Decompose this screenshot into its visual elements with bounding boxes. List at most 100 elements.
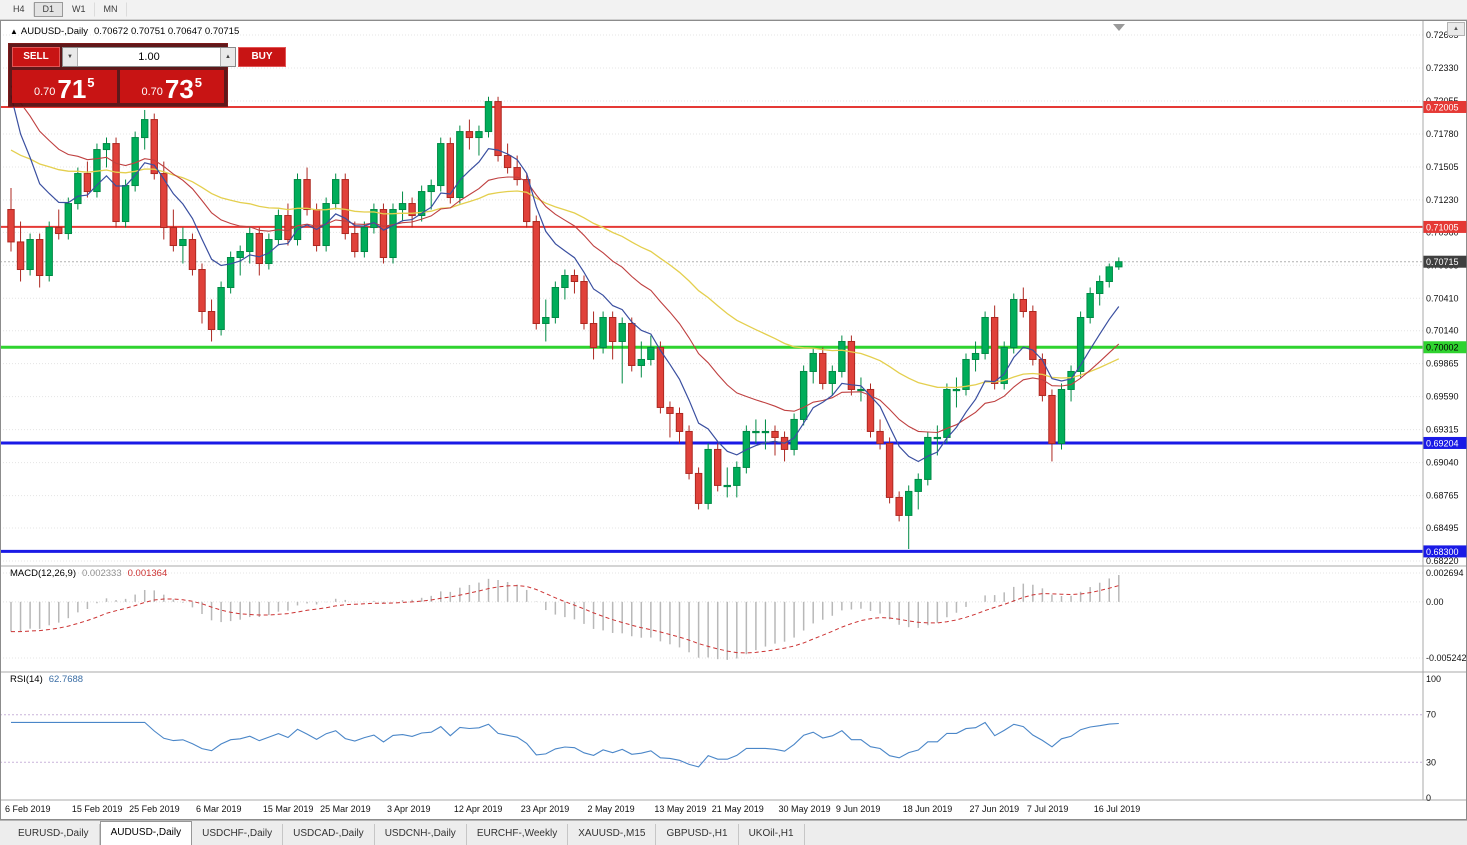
svg-text:18 Jun 2019: 18 Jun 2019	[903, 804, 953, 814]
tab-eurchf-weekly[interactable]: EURCHF-,Weekly	[467, 824, 569, 845]
svg-text:21 May 2019: 21 May 2019	[712, 804, 764, 814]
tab-ukoil-h1[interactable]: UKOil-,H1	[739, 824, 805, 845]
svg-text:0.70715: 0.70715	[1426, 257, 1459, 267]
buy-price-display[interactable]: 0.70 73 5	[119, 70, 224, 104]
svg-text:0: 0	[1426, 793, 1431, 803]
svg-text:0.69315: 0.69315	[1426, 425, 1459, 435]
sell-price-sup: 5	[87, 75, 95, 90]
macd-signal-value: 0.001364	[127, 568, 168, 579]
macd-layer	[10, 575, 1120, 660]
macd-indicator-label: MACD(12,26,9) 0.002333 0.001364	[10, 568, 167, 579]
chart-ohlc-values: 0.70672 0.70751 0.70647 0.70715	[93, 26, 240, 37]
svg-text:0.00: 0.00	[1426, 597, 1444, 607]
macd-main-value: 0.002333	[82, 568, 122, 579]
volume-down-button[interactable]: ▼	[63, 48, 77, 66]
svg-text:12 Apr 2019: 12 Apr 2019	[454, 804, 503, 814]
svg-text:25 Feb 2019: 25 Feb 2019	[129, 804, 180, 814]
svg-text:3 Apr 2019: 3 Apr 2019	[387, 804, 431, 814]
tab-audusd-daily[interactable]: AUDUSD-,Daily	[99, 821, 193, 845]
period-button-h4[interactable]: H4	[4, 2, 34, 17]
svg-text:0.69590: 0.69590	[1426, 392, 1459, 402]
rsi-layer	[0, 714, 1423, 768]
sell-button[interactable]: SELL	[12, 47, 60, 67]
volume-stepper: ▼ ▲	[62, 47, 236, 67]
tab-usdcad-daily[interactable]: USDCAD-,Daily	[283, 824, 375, 845]
svg-text:0.72330: 0.72330	[1426, 63, 1459, 73]
svg-text:15 Feb 2019: 15 Feb 2019	[72, 804, 123, 814]
svg-text:25 Mar 2019: 25 Mar 2019	[320, 804, 371, 814]
chart-symbol-label: AUDUSD-,Daily	[20, 26, 88, 37]
macd-name: MACD(12,26,9)	[10, 568, 76, 579]
rsi-name: RSI(14)	[10, 674, 43, 685]
scroll-up-button[interactable]: ▲	[1447, 22, 1465, 36]
svg-text:15 Mar 2019: 15 Mar 2019	[263, 804, 314, 814]
periods-toolbar: H4 D1 W1 MN	[0, 0, 1467, 20]
svg-text:-0.005242: -0.005242	[1426, 653, 1467, 663]
candles-layer	[7, 96, 1123, 550]
date-axis: 6 Feb 2019 15 Feb 2019 25 Feb 2019 6 Mar 20…	[5, 804, 1140, 814]
svg-text:0.69204: 0.69204	[1426, 438, 1459, 448]
volume-input[interactable]	[78, 48, 220, 66]
tab-usdchf-daily[interactable]: USDCHF-,Daily	[192, 824, 284, 845]
svg-text:0.68495: 0.68495	[1426, 523, 1459, 533]
svg-text:0.002694: 0.002694	[1426, 568, 1464, 578]
ma-mid-red	[10, 85, 1120, 434]
rsi-indicator-label: RSI(14) 62.7688	[10, 674, 83, 685]
svg-text:70: 70	[1426, 710, 1436, 720]
svg-text:6 Mar 2019: 6 Mar 2019	[196, 804, 242, 814]
tab-eurusd-daily[interactable]: EURUSD-,Daily	[8, 824, 100, 845]
svg-text:27 Jun 2019: 27 Jun 2019	[970, 804, 1020, 814]
chart-active-marker-icon: ▲	[10, 27, 18, 36]
period-button-d1[interactable]: D1	[33, 2, 64, 17]
moving-averages-layer	[10, 85, 1120, 463]
buy-price-big: 73	[164, 74, 194, 104]
svg-text:6 Feb 2019: 6 Feb 2019	[5, 804, 51, 814]
svg-text:0.70140: 0.70140	[1426, 326, 1459, 336]
svg-text:0.69040: 0.69040	[1426, 458, 1459, 468]
svg-text:100: 100	[1426, 674, 1441, 684]
ma-slow-yellow	[10, 149, 1120, 389]
svg-text:0.71780: 0.71780	[1426, 129, 1459, 139]
tab-usdcnh-daily[interactable]: USDCNH-,Daily	[375, 824, 467, 845]
svg-text:0.70410: 0.70410	[1426, 293, 1459, 303]
svg-text:0.71505: 0.71505	[1426, 162, 1459, 172]
period-button-mn[interactable]: MN	[95, 2, 127, 17]
chart-tabbar: EURUSD-,Daily AUDUSD-,Daily USDCHF-,Dail…	[0, 820, 1467, 845]
separators-layer	[0, 20, 1467, 820]
svg-text:0.70002: 0.70002	[1426, 343, 1459, 353]
svg-text:0.71230: 0.71230	[1426, 195, 1459, 205]
svg-text:0.72605: 0.72605	[1426, 30, 1459, 40]
svg-text:7 Jul 2019: 7 Jul 2019	[1027, 804, 1069, 814]
buy-button[interactable]: BUY	[238, 47, 286, 67]
svg-text:16 Jul 2019: 16 Jul 2019	[1094, 804, 1141, 814]
svg-text:23 Apr 2019: 23 Apr 2019	[521, 804, 570, 814]
buy-price-sup: 5	[194, 75, 203, 90]
sell-price-display[interactable]: 0.70 71 5	[12, 70, 117, 103]
tab-gbpusd-h1[interactable]: GBPUSD-,H1	[656, 824, 739, 845]
hlines-layer	[0, 105, 1423, 553]
sell-price-big: 71	[57, 74, 87, 104]
ma-fast-blue	[10, 95, 1120, 463]
price-axis: 0.726050.723300.720550.717800.715050.712…	[1423, 30, 1467, 803]
svg-text:9 Jun 2019: 9 Jun 2019	[836, 804, 881, 814]
svg-text:13 May 2019: 13 May 2019	[654, 804, 706, 814]
tab-xauusd-m15[interactable]: XAUUSD-,M15	[568, 824, 657, 845]
rsi-line	[11, 721, 1119, 768]
rsi-value: 62.7688	[48, 674, 84, 685]
svg-text:30 May 2019: 30 May 2019	[779, 804, 831, 814]
sell-price-prefix: 0.70	[33, 86, 56, 98]
buy-price-prefix: 0.70	[141, 86, 163, 98]
svg-text:0.68220: 0.68220	[1426, 556, 1459, 566]
svg-text:0.68765: 0.68765	[1426, 491, 1459, 501]
chart-shift-marker	[1113, 24, 1125, 31]
volume-up-button[interactable]: ▲	[221, 48, 235, 66]
period-button-w1[interactable]: W1	[63, 2, 95, 17]
svg-text:0.69865: 0.69865	[1426, 359, 1459, 369]
svg-text:2 May 2019: 2 May 2019	[588, 804, 635, 814]
svg-text:0.72005: 0.72005	[1426, 102, 1459, 112]
svg-text:0.68300: 0.68300	[1426, 547, 1459, 557]
macd-signal-line	[11, 585, 1119, 654]
